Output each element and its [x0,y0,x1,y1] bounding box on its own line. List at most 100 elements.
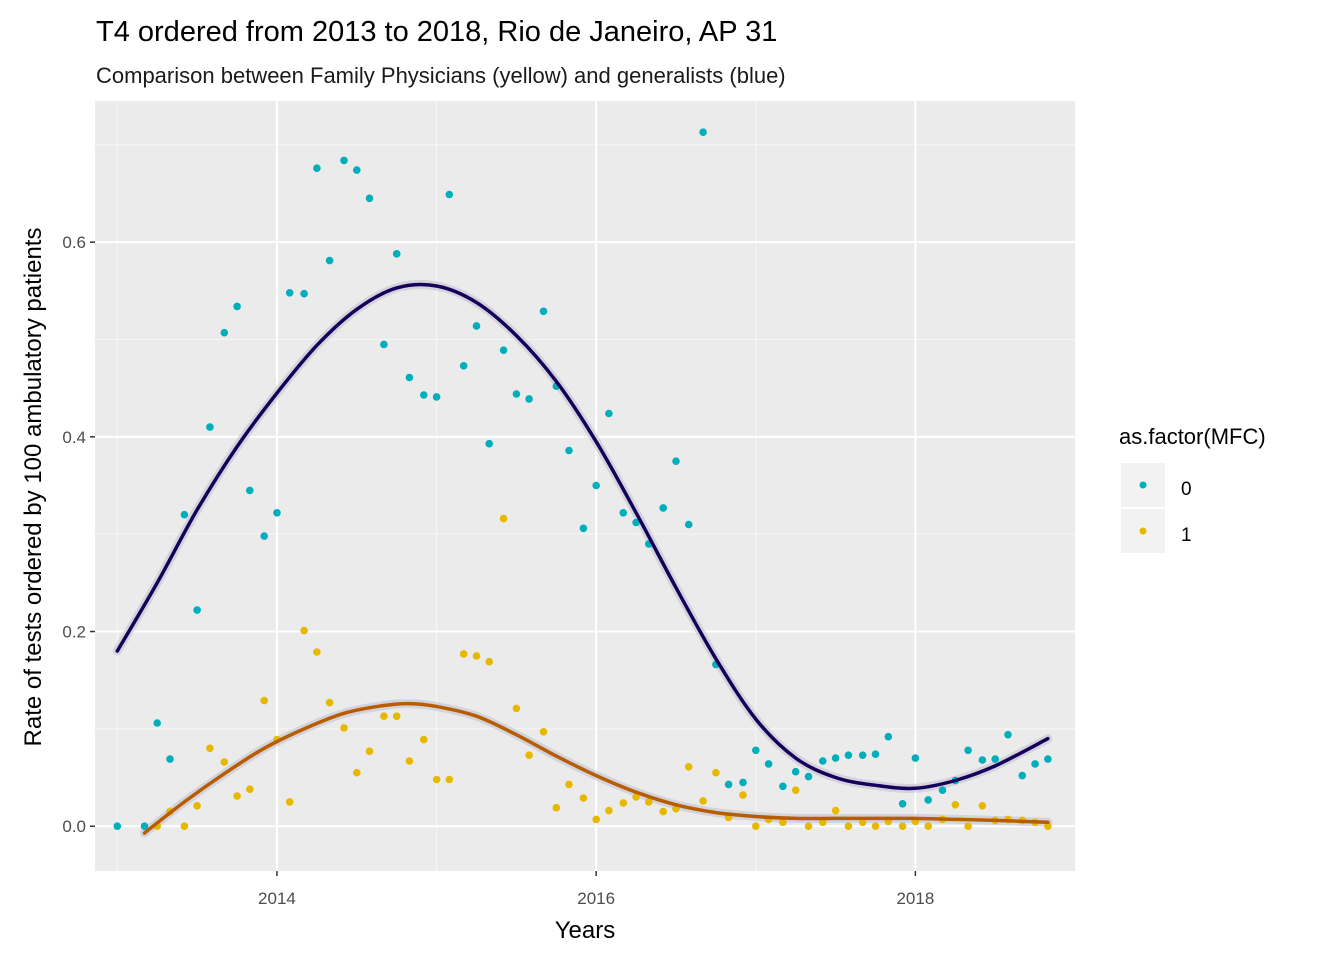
point-mfc-0 [340,156,348,165]
point-mfc-1 [260,696,269,705]
point-mfc-1 [459,650,468,658]
point-mfc-1 [924,822,932,830]
y-tick-label: 0.0 [62,817,86,836]
point-mfc-0 [632,518,640,527]
point-mfc-0 [804,772,813,781]
point-mfc-0 [844,751,853,759]
point-mfc-0 [684,520,693,529]
point-mfc-1 [739,791,747,799]
x-tick-label: 2016 [577,889,615,908]
trend-line-1 [142,701,1050,835]
y-tick-label: 0.4 [62,428,86,447]
point-mfc-1 [300,626,308,635]
point-mfc-1 [485,657,494,666]
point-mfc-0 [565,446,573,455]
point-mfc-0 [779,782,787,791]
point-mfc-0 [699,128,707,136]
point-mfc-1 [898,822,907,830]
point-mfc-1 [844,822,853,830]
point-mfc-0 [724,780,733,789]
point-mfc-1 [325,698,334,707]
point-mfc-1 [1044,822,1052,830]
point-mfc-0 [964,746,972,755]
point-mfc-0 [380,340,388,349]
x-axis-ticks: 2014 2016 2018 [258,871,934,908]
point-mfc-0 [938,786,947,794]
point-mfc-1 [871,822,880,830]
point-mfc-1 [964,822,972,830]
point-mfc-1 [552,803,561,812]
point-mfc-1 [340,724,348,732]
point-mfc-0 [233,302,241,311]
point-mfc-0 [819,757,827,765]
point-mfc-0 [392,250,401,258]
point-mfc-1 [684,763,693,771]
point-mfc-1 [831,806,840,815]
point-mfc-0 [220,328,229,337]
point-mfc-1 [365,747,374,756]
point-mfc-1 [605,806,613,815]
point-mfc-0 [325,256,334,265]
point-mfc-1 [246,785,254,793]
point-mfc-0 [193,606,201,614]
point-mfc-0 [260,532,269,540]
point-mfc-0 [300,289,308,298]
point-mfc-1 [819,818,827,827]
point-mfc-1 [659,807,667,816]
point-mfc-0 [459,362,468,370]
point-mfc-0 [445,190,454,199]
point-mfc-0 [605,409,613,418]
point-mfc-1 [180,822,189,830]
point-mfc-1 [512,704,521,713]
point-mfc-0 [206,423,214,431]
point-mfc-1 [405,757,414,765]
chart-title: T4 ordered from 2013 to 2018, Rio de Jan… [96,16,777,48]
point-mfc-1 [579,794,588,802]
point-mfc-0 [472,322,481,330]
y-tick-label: 0.6 [62,233,86,252]
point-mfc-1 [632,793,640,801]
point-mfc-0 [831,754,840,762]
point-mfc-0 [898,800,907,808]
point-mfc-1 [472,652,481,660]
point-mfc-1 [752,822,760,830]
point-mfc-0 [365,194,374,203]
point-mfc-1 [978,802,987,810]
point-mfc-1 [193,802,201,810]
point-mfc-0 [1031,760,1039,768]
point-mfc-1 [432,775,441,784]
point-mfc-1 [539,728,548,736]
point-mfc-0 [273,509,281,517]
minor-gridlines [95,101,1075,871]
y-axis-title: Rate of tests ordered by 100 ambulatory … [20,228,47,747]
point-mfc-1 [565,780,573,789]
point-mfc-0 [180,510,189,519]
legend-label-0: 0 [1181,479,1192,500]
point-mfc-1 [699,797,707,805]
point-mfc-0 [285,289,294,297]
point-mfc-0 [672,457,680,466]
point-mfc-1 [525,751,533,759]
point-mfc-1 [791,786,800,794]
point-mfc-0 [924,796,932,804]
point-mfc-0 [579,524,588,533]
x-axis-title: Years [555,917,616,944]
point-mfc-0 [739,778,747,787]
point-mfc-0 [432,393,441,401]
x-tick-label: 2018 [896,889,934,908]
point-mfc-0 [911,754,920,762]
point-mfc-0 [659,504,667,512]
chart-subtitle: Comparison between Family Physicians (ye… [96,63,786,88]
point-mfc-0 [539,307,548,316]
point-mfc-0 [991,755,999,763]
point-mfc-0 [420,391,428,399]
point-mfc-1 [313,648,321,656]
plot-panel [95,101,1075,871]
point-mfc-0 [791,767,800,776]
point-mfc-1 [233,792,241,800]
point-mfc-1 [220,758,229,766]
point-mfc-1 [353,768,361,777]
legend: as.factor(MFC) 0 1 [1119,424,1266,553]
point-mfc-0 [499,346,508,355]
